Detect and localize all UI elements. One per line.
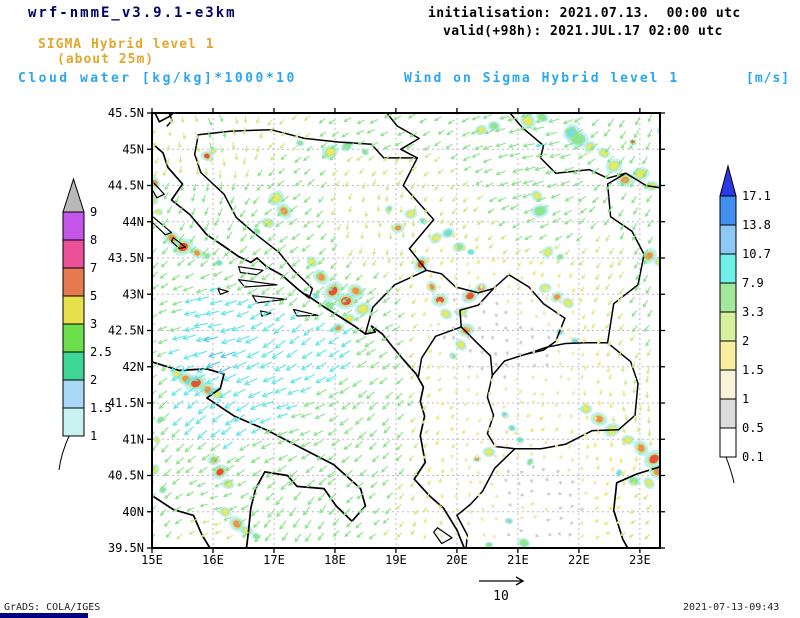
wind-field-title: Wind on Sigma Hybrid level 1 [404, 71, 680, 86]
x-tick-label: 15E [141, 553, 163, 567]
level-subtitle: (about 25m) [57, 52, 155, 67]
valid-time-label: valid(+98h): 2021.JUL.17 02:00 utc [443, 24, 723, 39]
x-tick-label: 17E [263, 553, 285, 567]
cloud-scale-label: 3 [90, 317, 97, 331]
cloud-scale-label: 2 [90, 373, 97, 387]
y-tick-label: 43N [122, 287, 144, 301]
cloud-scale-label: 2.5 [90, 345, 112, 359]
coastlines [152, 113, 660, 548]
wind-reference-label: 10 [493, 589, 509, 604]
cloud-scale-label: 1 [90, 429, 97, 443]
x-tick-label: 21E [507, 553, 529, 567]
cloud-scale-label: 7 [90, 261, 97, 275]
y-tick-label: 42.5N [108, 324, 144, 338]
y-tick-label: 41N [122, 432, 144, 446]
wind-scale-label: 1.5 [742, 363, 764, 377]
y-tick-label: 45.5N [108, 106, 144, 120]
y-tick-label: 40N [122, 505, 144, 519]
wind-reference-arrow: 10 [479, 576, 525, 604]
x-tick-label: 18E [324, 553, 346, 567]
wind-scale-label: 10.7 [742, 247, 771, 261]
wind-scale-label: 17.1 [742, 189, 771, 203]
x-tick-label: 16E [202, 553, 224, 567]
bottom-edge-bar [0, 613, 88, 618]
cloud-scale-label: 8 [90, 233, 97, 247]
islands [152, 180, 453, 545]
cloud-scale-label: 1.5 [90, 401, 112, 415]
y-tick-label: 42N [122, 360, 144, 374]
x-tick-label: 20E [446, 553, 468, 567]
cloud-field-title: Cloud water [kg/kg]*1000*10 [18, 71, 297, 86]
wind-scale-label: 2 [742, 334, 749, 348]
cloud-water-layer [152, 113, 660, 548]
wind-scale-label: 1 [742, 392, 749, 406]
y-tick-label: 40.5N [108, 469, 144, 483]
render-timestamp: 2021-07-13-09:43 [683, 602, 780, 613]
cloud-scale-label: 9 [90, 205, 97, 219]
cloud-scale-label: 5 [90, 289, 97, 303]
grads-credit: GrADS: COLA/IGES [4, 602, 101, 613]
map-content [152, 113, 660, 548]
model-title: wrf-nmmE_v3.9.1-e3km [28, 5, 237, 21]
wind-scale-label: 13.8 [742, 218, 771, 232]
axis-labels: 15E 16E 17E 18E 19E 20E 21E 22E 23E 39.5N 40N 40.5N… [108, 106, 665, 567]
y-tick-label: 41.5N [108, 396, 144, 410]
wind-vector-layer [152, 113, 654, 543]
y-tick-label: 39.5N [108, 541, 144, 555]
y-tick-label: 44N [122, 215, 144, 229]
init-time-label: initialisation: 2021.07.13. 00:00 utc [428, 6, 741, 21]
wind-scale-label: 0.1 [742, 450, 764, 464]
wind-scale-label: 0.5 [742, 421, 764, 435]
cloud-water-colorbar: 1 1.5 2 2.5 3 5 7 8 9 [58, 177, 112, 471]
wind-scale-label: 3.3 [742, 305, 764, 319]
y-tick-label: 43.5N [108, 251, 144, 265]
y-tick-label: 45N [122, 142, 144, 156]
x-tick-label: 22E [568, 553, 590, 567]
x-tick-label: 23E [629, 553, 651, 567]
level-title: SIGMA Hybrid level 1 [38, 37, 215, 52]
y-tick-label: 44.5N [108, 179, 144, 193]
x-tick-label: 19E [385, 553, 407, 567]
wind-units-label: [m/s] [746, 71, 791, 86]
wind-speed-colorbar: 0.1 0.5 1 1.5 2 3.3 7.9 10.7 13.8 17.1 [719, 164, 771, 484]
wind-scale-label: 7.9 [742, 276, 764, 290]
